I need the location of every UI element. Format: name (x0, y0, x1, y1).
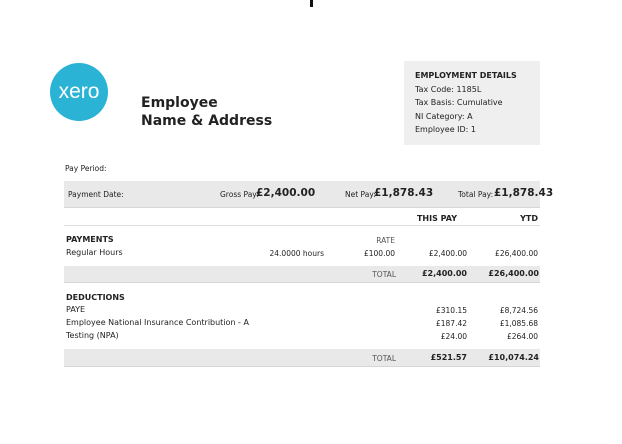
payments-title: PAYMENTS (66, 235, 114, 244)
ytd-header: YTD (520, 214, 538, 223)
deduction-row-name: PAYE (66, 305, 86, 314)
ni-category: NI Category: A (415, 111, 473, 121)
deduction-row-name: Employee National Insurance Contribution… (66, 318, 249, 327)
deduction-row-this-pay: £187.42 (435, 319, 467, 328)
tax-code: Tax Code: 1185L (415, 84, 482, 94)
deductions-total-label: TOTAL (372, 354, 396, 363)
gross-pay-label: Gross Pay: (220, 190, 259, 199)
xero-logo: xero (50, 63, 108, 121)
payment-row-ytd: £26,400.00 (495, 249, 538, 258)
total-pay: £1,878.43 (494, 187, 554, 199)
deduction-row-name: Testing (NPA) (66, 331, 119, 340)
payments-total-label: TOTAL (372, 270, 396, 279)
deduction-row-this-pay: £310.15 (435, 306, 467, 315)
employee-id: Employee ID: 1 (415, 125, 477, 134)
net-pay: £1,878.43 (374, 187, 434, 199)
deduction-row-ytd: £1,085.68 (499, 319, 538, 328)
total-pay-label: Total Pay: (458, 190, 494, 199)
payments-total-ytd: £26,400.00 (488, 269, 539, 278)
payments-total-band (64, 266, 540, 283)
deduction-row-ytd: £264.00 (506, 332, 538, 341)
deduction-row-this-pay: £24.00 (440, 332, 467, 341)
deduction-row-ytd: £8,724.56 (499, 306, 538, 315)
summary-band (64, 181, 540, 208)
employee-address: Name & Address (141, 113, 273, 129)
employment-details: EMPLOYMENT DETAILS Tax Code: 1185L Tax B… (404, 61, 540, 145)
deductions-title: DEDUCTIONS (66, 293, 125, 302)
payment-date: Payment Date: (68, 190, 124, 199)
employee-name: Employee (141, 95, 218, 111)
divider (64, 225, 540, 226)
gross-pay: £2,400.00 (256, 187, 316, 199)
employment-details-title: EMPLOYMENT DETAILS (415, 71, 517, 80)
payments-total-this-pay: £2,400.00 (421, 269, 467, 278)
payment-row-this-pay: £2,400.00 (428, 249, 467, 258)
deductions-total-ytd: £10,074.24 (488, 353, 539, 362)
top-mark (310, 0, 313, 7)
deductions-total-band (64, 349, 540, 367)
payment-row-name: Regular Hours (66, 248, 123, 257)
deductions-total-this-pay: £521.57 (430, 353, 467, 362)
rate-header: RATE (376, 236, 395, 245)
this-pay-header: THIS PAY (416, 214, 457, 223)
payment-row-rate: £100.00 (363, 249, 395, 258)
net-pay-label: Net Pay: (345, 190, 376, 199)
payment-row-hours: 24.0000 hours (269, 249, 325, 258)
tax-basis: Tax Basis: Cumulative (415, 98, 503, 107)
pay-period: Pay Period: (65, 164, 107, 173)
